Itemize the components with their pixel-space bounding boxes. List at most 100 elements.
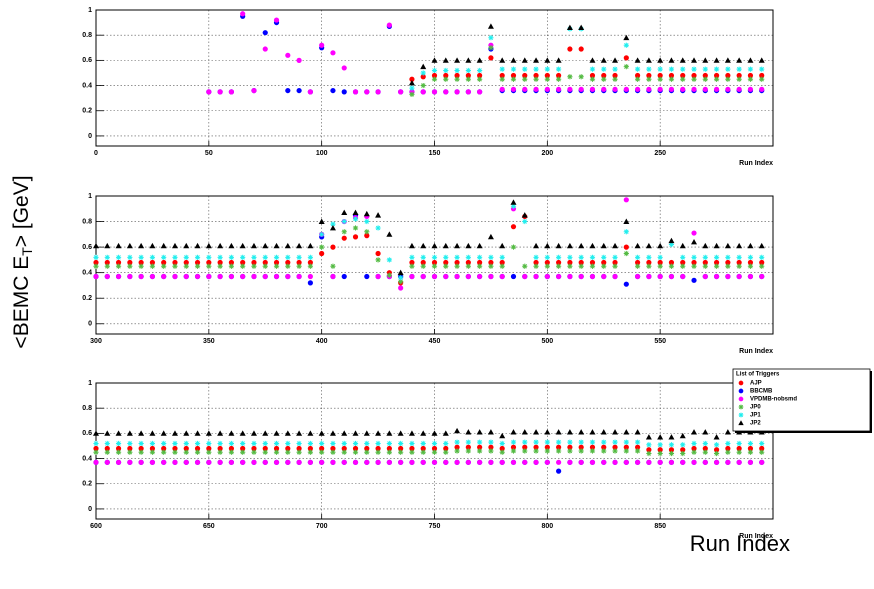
y-tick-label: 0.2: [82, 108, 92, 115]
marker: [206, 459, 212, 465]
marker: [409, 263, 415, 269]
marker: [251, 263, 257, 269]
marker: [691, 66, 697, 72]
marker: [691, 57, 698, 63]
marker: [759, 449, 765, 455]
marker: [488, 35, 494, 41]
marker: [364, 89, 370, 95]
marker: [172, 259, 178, 266]
marker: [589, 76, 596, 82]
y-tick-label: 0.6: [82, 57, 92, 64]
marker: [578, 259, 584, 266]
marker: [386, 231, 393, 237]
marker: [477, 259, 483, 266]
marker: [499, 263, 505, 269]
marker: [556, 76, 562, 82]
marker: [533, 444, 539, 450]
marker: [702, 440, 708, 447]
marker: [431, 459, 438, 465]
marker: [329, 224, 336, 231]
marker: [93, 254, 99, 260]
marker: [386, 459, 392, 465]
marker: [240, 445, 246, 452]
marker: [567, 444, 573, 450]
marker: [273, 440, 280, 447]
marker: [657, 450, 663, 457]
marker: [713, 434, 720, 440]
marker: [578, 448, 584, 454]
marker: [578, 429, 585, 435]
marker: [409, 440, 415, 447]
marker: [386, 257, 392, 263]
marker: [420, 263, 426, 269]
marker: [510, 273, 517, 280]
marker: [386, 430, 393, 436]
marker: [556, 468, 562, 474]
marker: [172, 254, 178, 260]
marker: [443, 72, 449, 79]
marker: [364, 273, 370, 280]
marker: [759, 440, 765, 447]
marker: [330, 50, 336, 56]
marker: [442, 430, 449, 436]
marker: [115, 273, 122, 280]
marker: [724, 242, 731, 249]
marker: [397, 269, 404, 276]
marker: [364, 229, 370, 235]
marker: [161, 440, 167, 447]
marker: [556, 448, 562, 454]
marker: [161, 445, 167, 452]
marker: [454, 448, 460, 454]
marker: [646, 254, 652, 260]
marker: [612, 273, 618, 280]
y-axis-label: <BEMC ET> [GeV]: [10, 175, 35, 348]
marker: [307, 242, 314, 249]
marker: [600, 242, 607, 249]
y-tick-label: 0.8: [82, 32, 92, 39]
marker: [160, 430, 167, 436]
marker: [431, 254, 438, 260]
marker: [601, 444, 607, 450]
marker: [341, 449, 347, 455]
marker: [194, 449, 201, 455]
marker: [668, 442, 675, 448]
marker: [488, 439, 494, 445]
legend-box: [732, 368, 871, 432]
marker: [431, 445, 438, 452]
marker: [443, 67, 449, 74]
marker: [307, 430, 314, 436]
legend-label: AJP: [750, 381, 762, 387]
marker: [499, 445, 505, 452]
y-tick-label: 0.2: [82, 481, 92, 488]
marker: [634, 57, 641, 63]
marker: [104, 440, 110, 447]
marker: [600, 429, 607, 435]
marker: [612, 429, 619, 435]
marker: [454, 67, 460, 74]
marker: [285, 459, 291, 465]
marker: [477, 76, 483, 82]
marker: [341, 229, 347, 235]
marker: [319, 244, 325, 250]
marker: [488, 263, 494, 269]
marker: [240, 440, 246, 447]
marker: [578, 273, 584, 280]
marker: [431, 449, 438, 455]
marker: [510, 224, 517, 230]
marker: [409, 273, 415, 280]
marker: [240, 273, 246, 280]
marker: [205, 430, 212, 436]
marker: [556, 86, 562, 92]
y-tick-label: 0.6: [82, 430, 92, 437]
marker: [556, 444, 562, 450]
marker: [600, 57, 607, 63]
marker: [556, 263, 562, 269]
marker: [657, 76, 663, 82]
marker: [408, 242, 415, 249]
legend-marker: [738, 420, 744, 426]
marker: [488, 459, 494, 465]
marker: [702, 254, 708, 260]
marker: [646, 72, 652, 79]
marker: [623, 34, 630, 41]
